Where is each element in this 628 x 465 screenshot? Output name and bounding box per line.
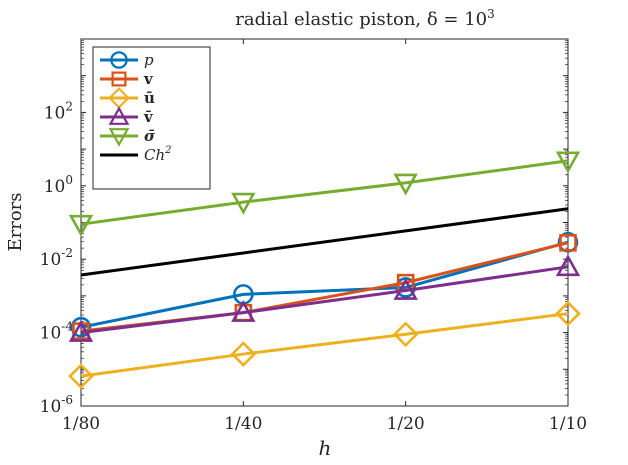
- x-tick-label: 1/40: [224, 414, 262, 434]
- x-tick-label: 1/10: [549, 414, 587, 434]
- y-tick-exponent: 2: [65, 99, 73, 113]
- marker-triangle-up: [231, 299, 256, 322]
- legend-entry: v̄: [100, 106, 154, 126]
- y-tick-label: 10-6: [40, 393, 73, 417]
- y-tick-label: 100: [44, 173, 73, 197]
- legend-label: v: [143, 70, 154, 88]
- legend-label-text: σ̄: [144, 127, 156, 145]
- x-tick-label: 1/20: [387, 414, 425, 434]
- legend-label-text: ū: [144, 89, 155, 107]
- y-axis-label: Errors: [5, 192, 26, 251]
- marker-triangle-down: [555, 151, 581, 174]
- y-tick-base: 10: [44, 177, 66, 197]
- marker-triangle-up: [555, 254, 581, 277]
- legend-label: ū: [144, 89, 155, 107]
- y-tick-exponent: -4: [61, 320, 73, 334]
- marker-circle: [70, 316, 92, 338]
- y-tick-label: 102: [44, 99, 73, 123]
- marker-triangle-up: [108, 106, 130, 125]
- y-tick-base: 10: [40, 397, 62, 417]
- legend-label: σ̄: [144, 127, 156, 145]
- series-layer: [68, 151, 581, 390]
- marker-diamond: [230, 341, 257, 367]
- legend-entry: Ch2: [100, 145, 172, 164]
- legend-label: p: [144, 51, 154, 69]
- y-tick-exponent: 0: [65, 173, 73, 187]
- legend-marker-group: [108, 128, 130, 147]
- marker-diamond: [392, 321, 419, 348]
- marker-diamond: [555, 300, 581, 327]
- series-line: [80, 207, 569, 277]
- marker-triangle-down: [393, 173, 418, 196]
- y-tick-exponent: -2: [61, 246, 73, 260]
- y-tick-exponent: -6: [61, 393, 73, 407]
- marker-square: [111, 71, 127, 87]
- x-tick-labels: 1/80 1/40 1/20 1/10: [62, 414, 587, 434]
- legend-marker-group: [111, 71, 127, 87]
- series-Ch2: [80, 207, 569, 277]
- legend-label-text: p: [144, 51, 154, 69]
- y-tick-label: 10-2: [40, 246, 73, 270]
- marker-circle: [110, 51, 128, 69]
- x-tick-label: 1/80: [62, 414, 100, 434]
- series-line: [80, 159, 569, 226]
- marker-square: [559, 233, 577, 252]
- series-sigma-bar: [68, 151, 581, 237]
- series-u-bar: [68, 300, 581, 390]
- series-v-bar: [68, 254, 581, 342]
- legend-label-text: v̄: [143, 108, 154, 126]
- legend-label-text: v: [143, 70, 154, 88]
- series-line: [80, 240, 569, 329]
- legend-entry: p: [100, 51, 154, 69]
- marker-triangle-down: [68, 214, 94, 237]
- legend-label: Ch2: [144, 145, 172, 164]
- legend-label-text: Ch: [144, 146, 165, 164]
- chart-title: radial elastic piston, δ = 103: [235, 7, 495, 30]
- y-tick-base: 10: [44, 103, 66, 123]
- y-tick-base: 10: [40, 324, 62, 344]
- x-axis-label: h: [319, 436, 332, 460]
- marker-triangle-down: [108, 128, 130, 147]
- series-line: [80, 312, 569, 378]
- series-line: [80, 265, 569, 335]
- legend-entry: v: [100, 70, 154, 88]
- marker-triangle-up: [393, 277, 418, 300]
- marker-triangle-up: [68, 319, 94, 342]
- legend-entry: σ̄: [100, 127, 156, 147]
- legend-label-exponent: 2: [164, 145, 171, 156]
- y-tick-base: 10: [40, 250, 62, 270]
- marker-diamond: [68, 363, 94, 390]
- legend-marker-group: [110, 51, 128, 69]
- y-tick-label: 10-4: [40, 320, 74, 344]
- marker-triangle-down: [231, 192, 256, 215]
- legend-label: v̄: [143, 108, 154, 126]
- legend-marker-group: [108, 106, 130, 125]
